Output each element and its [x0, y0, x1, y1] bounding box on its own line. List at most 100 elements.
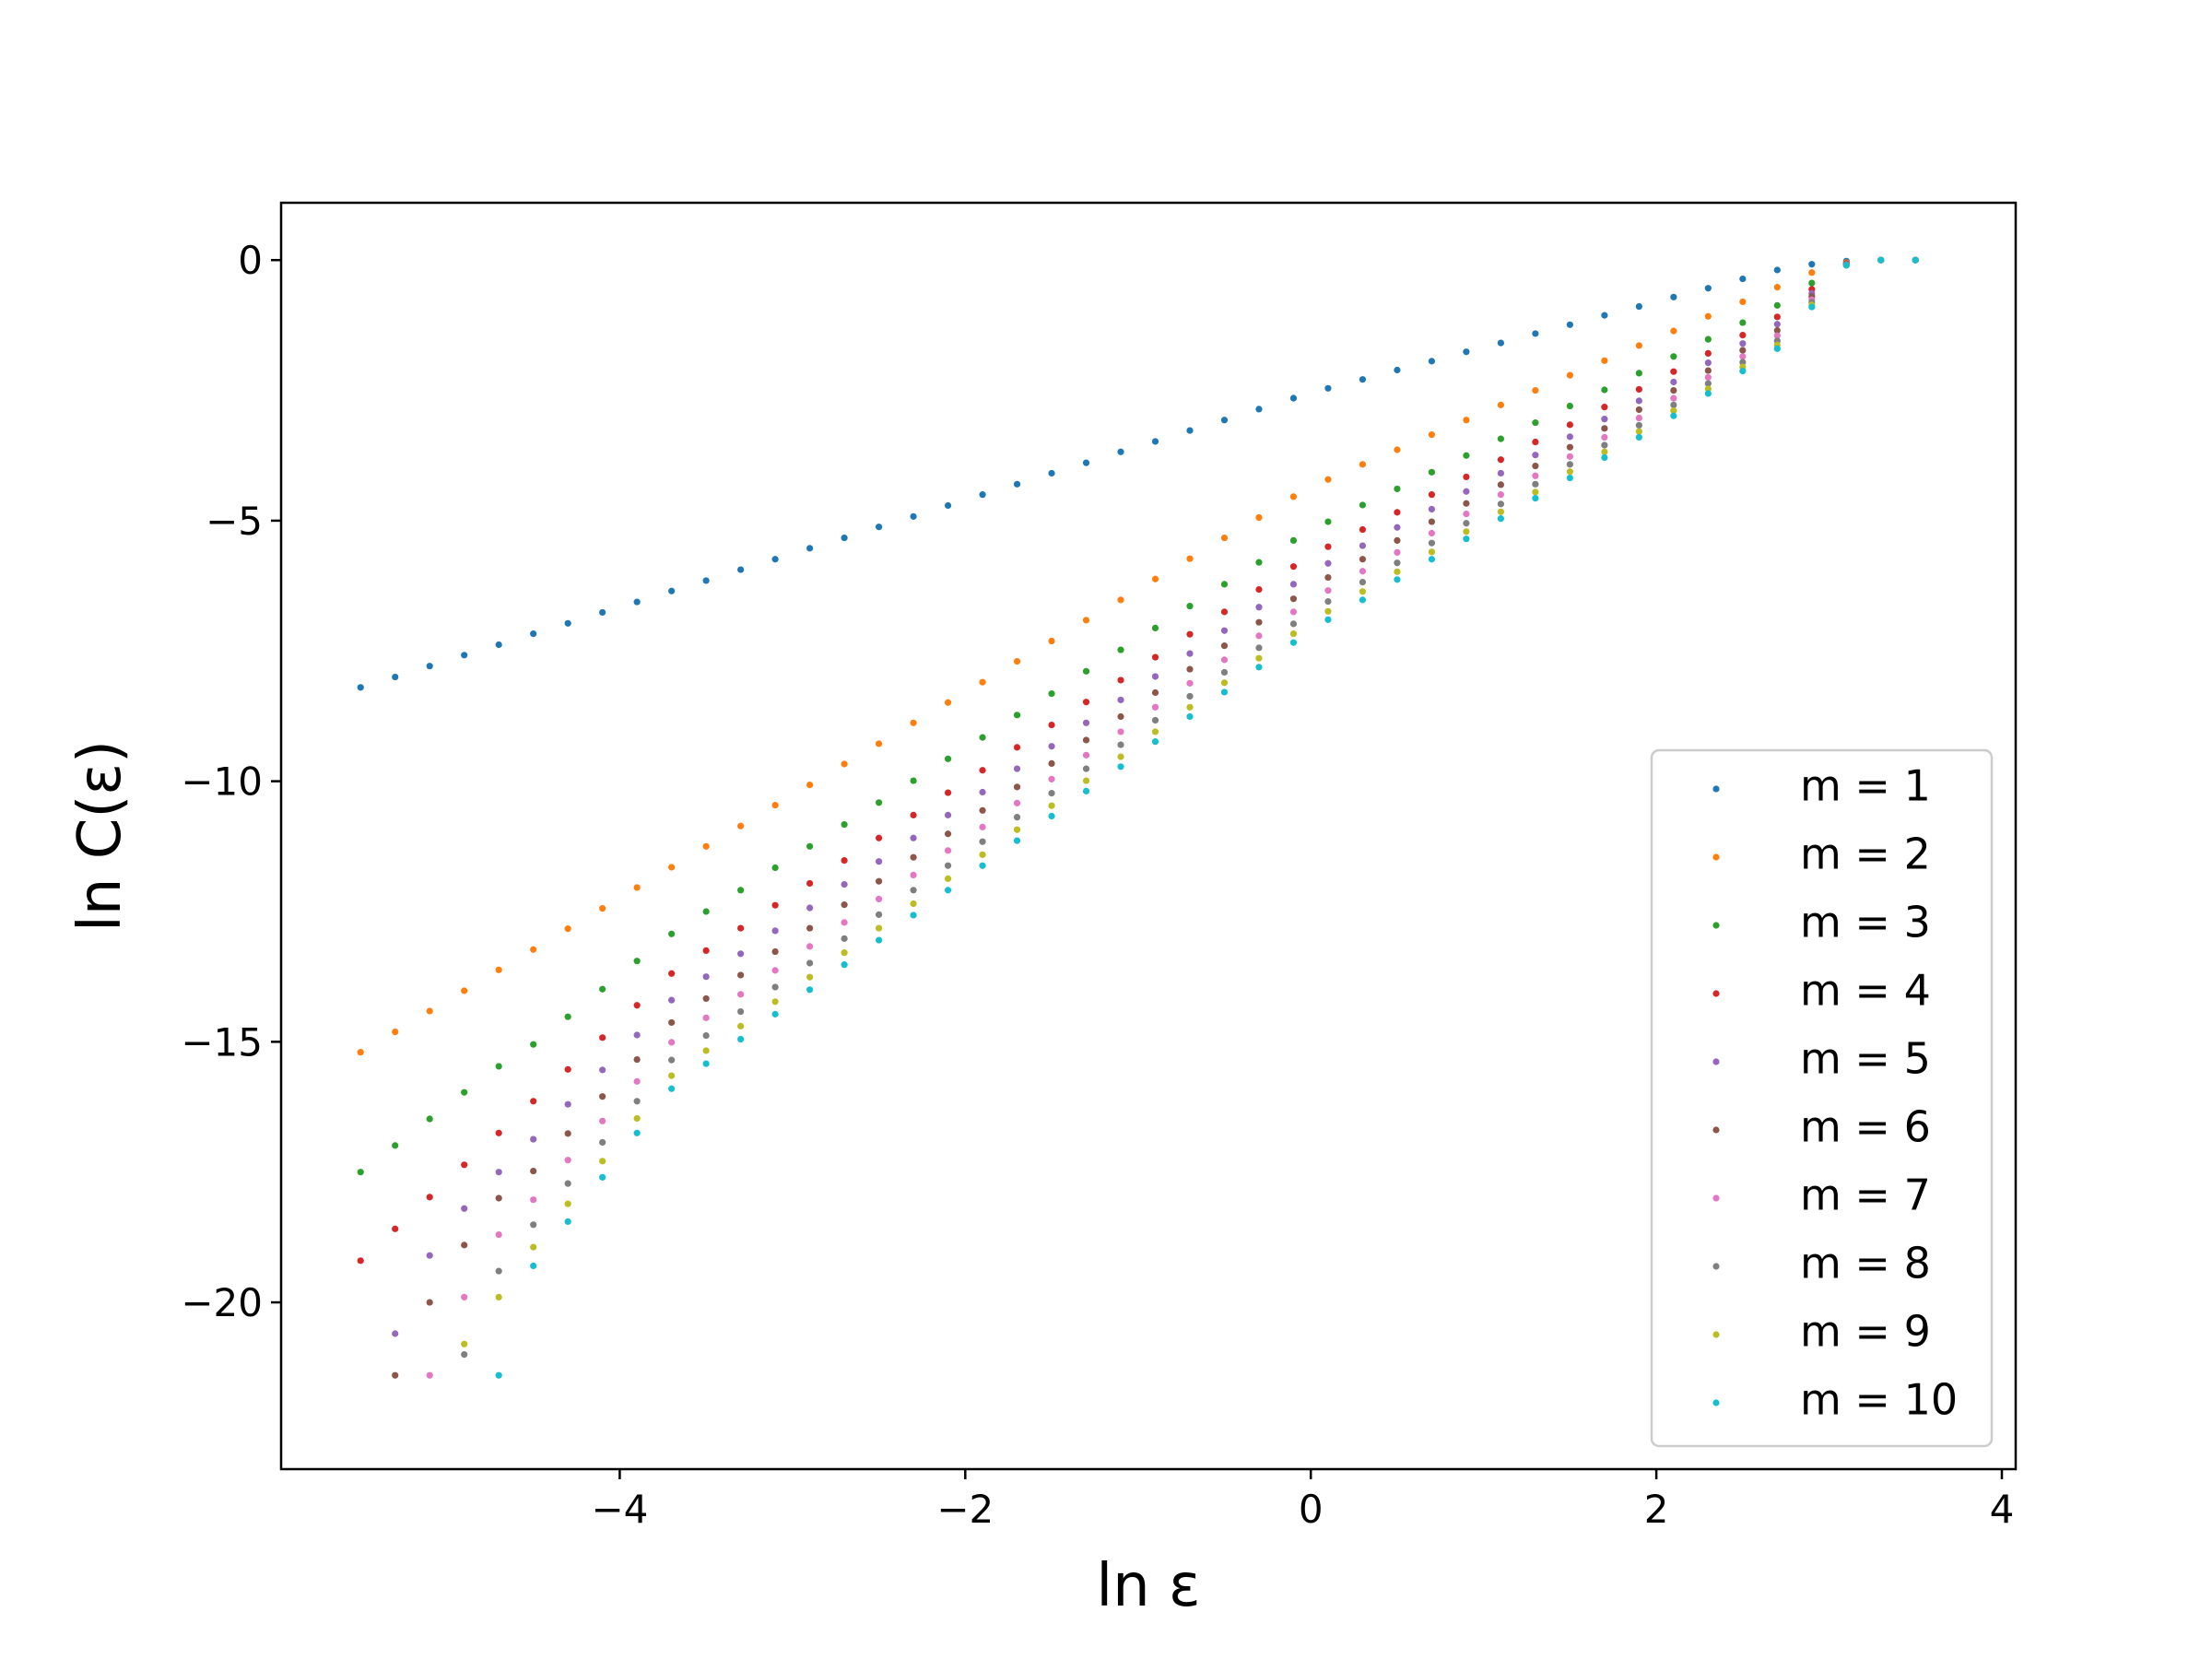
data-point — [1842, 262, 1850, 269]
data-point — [668, 970, 676, 977]
data-point — [426, 663, 433, 670]
data-point — [599, 1158, 606, 1165]
data-point — [1428, 491, 1436, 499]
data-point — [461, 1293, 468, 1301]
data-point — [841, 949, 848, 957]
data-point — [944, 811, 952, 818]
data-point — [1670, 368, 1677, 375]
data-point — [357, 1257, 364, 1265]
data-point — [426, 1115, 433, 1123]
data-point — [1635, 428, 1642, 435]
data-point — [1428, 548, 1436, 556]
data-point — [1117, 763, 1124, 771]
data-point — [841, 534, 848, 542]
data-point — [1670, 293, 1677, 300]
data-point — [1394, 524, 1401, 531]
data-point — [426, 1194, 433, 1201]
legend-text: m = 7 — [1800, 1171, 1931, 1220]
data-point — [875, 834, 883, 841]
data-point — [1220, 656, 1229, 664]
data-point — [1289, 620, 1298, 628]
data-point — [1394, 559, 1401, 567]
data-point — [1566, 321, 1573, 328]
data-point — [979, 678, 986, 686]
data-point — [1497, 500, 1504, 508]
data-point — [944, 789, 952, 796]
data-point — [1048, 637, 1055, 645]
data-point — [702, 1014, 710, 1021]
data-point — [1635, 414, 1642, 422]
data-point — [357, 1049, 364, 1056]
data-point — [1151, 575, 1159, 582]
data-point — [875, 524, 883, 531]
data-point — [1082, 751, 1090, 759]
data-point — [1151, 688, 1159, 697]
data-point — [910, 871, 917, 879]
data-point — [1359, 376, 1367, 383]
data-point — [461, 652, 468, 659]
data-point — [1220, 417, 1229, 424]
data-point — [633, 1031, 641, 1039]
data-point — [944, 875, 952, 882]
data-point — [1117, 741, 1124, 748]
data-point — [1151, 653, 1159, 661]
data-point — [1428, 358, 1436, 365]
data-point — [1324, 616, 1332, 623]
data-point — [1289, 394, 1298, 402]
data-point — [979, 788, 986, 796]
data-point — [1428, 556, 1436, 563]
data-point — [564, 1200, 571, 1207]
data-point — [1186, 665, 1194, 673]
data-point — [1289, 493, 1298, 500]
data-point — [979, 862, 986, 869]
data-point — [875, 911, 883, 918]
data-point — [1220, 642, 1229, 650]
data-point — [1255, 618, 1263, 626]
data-point — [530, 630, 537, 638]
data-point — [910, 900, 917, 908]
data-point — [530, 1041, 537, 1048]
data-point — [1532, 438, 1539, 446]
y-tick-label: −20 — [181, 1280, 263, 1325]
data-point — [495, 1129, 502, 1136]
data-point — [1151, 624, 1159, 631]
data-point — [668, 864, 676, 871]
data-point — [910, 512, 917, 520]
data-point — [1532, 495, 1539, 502]
data-point — [1532, 480, 1539, 488]
data-point — [1220, 688, 1229, 696]
data-point — [771, 802, 779, 809]
data-point — [599, 1138, 606, 1147]
data-point — [1255, 585, 1263, 594]
data-point — [1186, 650, 1194, 657]
x-tick-label: 0 — [1299, 1487, 1324, 1532]
data-point — [1082, 787, 1090, 794]
data-point — [1670, 353, 1677, 360]
data-point — [806, 545, 814, 552]
data-point — [875, 895, 883, 903]
data-point — [1359, 596, 1367, 604]
data-point — [1497, 456, 1504, 464]
data-point — [633, 1129, 641, 1136]
data-point — [1255, 664, 1263, 671]
data-point — [875, 877, 883, 885]
data-point — [1739, 353, 1747, 360]
data-point — [1497, 339, 1504, 347]
data-point — [1773, 332, 1781, 339]
data-point — [1048, 743, 1055, 750]
data-point — [461, 1088, 468, 1096]
data-point — [737, 991, 745, 998]
legend-marker — [1712, 1263, 1720, 1270]
data-point — [1013, 657, 1021, 665]
data-point — [668, 996, 676, 1004]
data-point — [910, 777, 917, 784]
data-point — [1808, 261, 1816, 268]
data-point — [1566, 443, 1573, 451]
data-point — [1013, 799, 1021, 806]
plot-area — [357, 256, 1919, 1379]
data-point — [1324, 384, 1332, 392]
data-point — [979, 491, 986, 499]
data-point — [1048, 812, 1055, 820]
data-point — [1324, 587, 1332, 594]
data-point — [806, 959, 814, 967]
